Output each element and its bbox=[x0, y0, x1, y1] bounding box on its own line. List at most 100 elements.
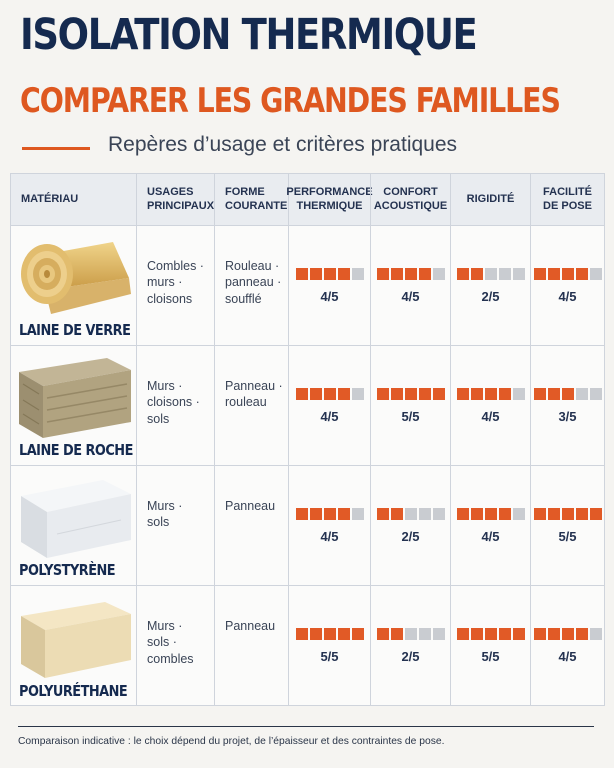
rating-segment-empty bbox=[351, 508, 364, 520]
material-cell: POLYURÉTHANE bbox=[11, 586, 136, 706]
rating-segment-empty bbox=[432, 508, 445, 520]
rating-segment-filled bbox=[390, 388, 403, 400]
rating-score: 4/5 bbox=[320, 529, 339, 544]
rating-segment-empty bbox=[589, 628, 602, 640]
rock-wool-image bbox=[19, 358, 131, 438]
rating-segment-filled bbox=[533, 388, 546, 400]
rating-segment-filled bbox=[498, 388, 511, 400]
rating-cell: 4/5 bbox=[288, 466, 370, 585]
material-cell: LAINE DE VERRE bbox=[11, 226, 136, 345]
rating-segment-filled bbox=[432, 388, 445, 400]
rating-segment-filled bbox=[323, 388, 336, 400]
rating-bar bbox=[371, 628, 450, 640]
rating-score: 4/5 bbox=[481, 529, 500, 544]
rating-segment-filled bbox=[418, 388, 431, 400]
rating-segment-filled bbox=[390, 628, 403, 640]
rating-segment-filled bbox=[309, 268, 322, 280]
rating-bar bbox=[371, 268, 450, 280]
rating-bar bbox=[371, 388, 450, 400]
rating-segment-filled bbox=[337, 268, 350, 280]
forme-text: Panneau · rouleau bbox=[225, 379, 283, 410]
rating-segment-filled bbox=[376, 268, 389, 280]
forme-text: Panneau bbox=[225, 499, 276, 513]
rating-score: 4/5 bbox=[320, 289, 339, 304]
header-acoustique: CONFORT ACOUSTIQUE bbox=[370, 174, 450, 226]
header-performance: PERFORMANCE THERMIQUE bbox=[286, 174, 373, 226]
rating-segment-filled bbox=[309, 388, 322, 400]
rating-segment-empty bbox=[512, 268, 525, 280]
rating-segment-filled bbox=[575, 628, 588, 640]
forme-text: Rouleau · panneau · soufflé bbox=[225, 259, 282, 306]
table-row: POLYURÉTHANE Murs · sols · combles Panne… bbox=[11, 586, 604, 706]
rating-cell: 4/5 bbox=[370, 226, 450, 345]
rating-cell: 5/5 bbox=[288, 586, 370, 706]
rating-segment-filled bbox=[561, 508, 574, 520]
rating-segment-empty bbox=[512, 508, 525, 520]
rating-bar bbox=[289, 508, 370, 520]
rating-segment-filled bbox=[547, 268, 560, 280]
accent-rule bbox=[22, 147, 90, 150]
rating-segment-empty bbox=[418, 628, 431, 640]
rating-cell: 5/5 bbox=[530, 466, 604, 585]
rating-cell: 4/5 bbox=[450, 346, 530, 465]
rating-segment-filled bbox=[337, 628, 350, 640]
rating-segment-empty bbox=[404, 508, 417, 520]
rating-bar bbox=[289, 628, 370, 640]
rating-score: 5/5 bbox=[401, 409, 420, 424]
polystyrene-image bbox=[21, 480, 131, 558]
rating-segment-filled bbox=[561, 268, 574, 280]
rating-segment-empty bbox=[512, 388, 525, 400]
rating-segment-filled bbox=[337, 508, 350, 520]
rating-segment-filled bbox=[323, 628, 336, 640]
rating-cell: 5/5 bbox=[370, 346, 450, 465]
rating-segment-filled bbox=[561, 628, 574, 640]
rating-segment-filled bbox=[404, 388, 417, 400]
rating-score: 2/5 bbox=[401, 529, 420, 544]
rating-bar bbox=[451, 628, 530, 640]
rating-segment-filled bbox=[351, 628, 364, 640]
table-header: MATÉRIAU USAGES PRINCIPAUX FORME COURANT… bbox=[11, 174, 604, 226]
rating-cell: 5/5 bbox=[450, 586, 530, 706]
rating-segment-filled bbox=[470, 508, 483, 520]
rating-score: 2/5 bbox=[401, 649, 420, 664]
rating-segment-empty bbox=[432, 628, 445, 640]
rating-segment-filled bbox=[470, 628, 483, 640]
rating-segment-filled bbox=[456, 388, 469, 400]
rating-segment-filled bbox=[498, 628, 511, 640]
header-pose: FACILITÉ DE POSE bbox=[530, 174, 604, 226]
footnote: Comparaison indicative : le choix dépend… bbox=[18, 736, 445, 747]
rating-bar bbox=[289, 388, 370, 400]
rating-segment-filled bbox=[295, 268, 308, 280]
rating-segment-filled bbox=[470, 268, 483, 280]
rating-segment-filled bbox=[547, 388, 560, 400]
rating-score: 2/5 bbox=[481, 289, 500, 304]
rating-cell: 4/5 bbox=[530, 586, 604, 706]
material-cell: LAINE DE ROCHE bbox=[11, 346, 136, 465]
rating-segment-filled bbox=[484, 388, 497, 400]
forme-text: Panneau bbox=[225, 619, 276, 633]
rating-segment-filled bbox=[376, 508, 389, 520]
rating-cell: 2/5 bbox=[450, 226, 530, 345]
rating-score: 5/5 bbox=[558, 529, 577, 544]
rating-segment-filled bbox=[323, 508, 336, 520]
rating-cell: 4/5 bbox=[530, 226, 604, 345]
rating-segment-filled bbox=[533, 508, 546, 520]
rating-segment-filled bbox=[404, 268, 417, 280]
rating-segment-filled bbox=[484, 508, 497, 520]
usages-text: Murs · cloisons · sols bbox=[147, 379, 200, 426]
header-usages: USAGES PRINCIPAUX bbox=[136, 174, 214, 226]
rating-bar bbox=[531, 508, 604, 520]
rating-bar bbox=[371, 508, 450, 520]
rating-segment-filled bbox=[498, 508, 511, 520]
rating-segment-filled bbox=[295, 388, 308, 400]
usages-text: Combles · murs · cloisons bbox=[147, 259, 204, 306]
rating-segment-empty bbox=[589, 388, 602, 400]
rating-segment-filled bbox=[295, 508, 308, 520]
tagline: Repères d’usage et critères pratiques bbox=[108, 133, 458, 156]
rating-score: 4/5 bbox=[558, 649, 577, 664]
rating-score: 4/5 bbox=[320, 409, 339, 424]
rating-score: 4/5 bbox=[558, 289, 577, 304]
rating-segment-filled bbox=[512, 628, 525, 640]
rating-segment-empty bbox=[484, 268, 497, 280]
rating-cell: 4/5 bbox=[288, 226, 370, 345]
